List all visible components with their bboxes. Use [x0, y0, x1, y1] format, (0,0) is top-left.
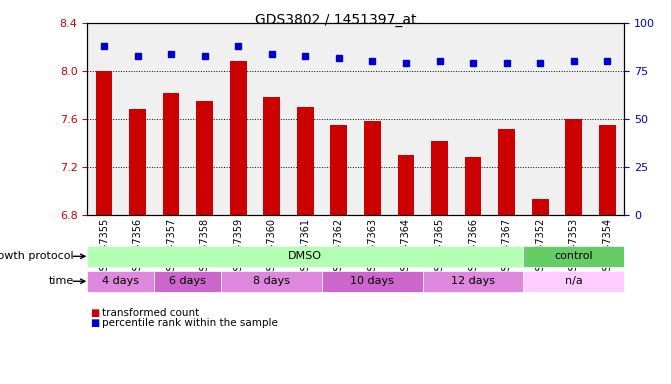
Bar	[464, 157, 482, 215]
Text: 6 days: 6 days	[170, 276, 206, 286]
Text: GDS3802 / 1451397_at: GDS3802 / 1451397_at	[255, 13, 416, 27]
Bar	[130, 109, 146, 215]
Text: growth protocol: growth protocol	[0, 251, 74, 262]
Text: percentile rank within the sample: percentile rank within the sample	[102, 318, 278, 328]
Text: 12 days: 12 days	[451, 276, 495, 286]
Text: DMSO: DMSO	[289, 251, 322, 262]
Bar	[532, 199, 549, 215]
Bar	[297, 107, 313, 215]
Text: ■: ■	[91, 318, 100, 328]
Text: ■: ■	[91, 308, 100, 318]
Bar	[498, 129, 515, 215]
Bar	[599, 125, 616, 215]
Text: 4 days: 4 days	[102, 276, 140, 286]
Text: n/a: n/a	[565, 276, 582, 286]
Bar	[197, 101, 213, 215]
Text: control: control	[554, 251, 593, 262]
Text: time: time	[48, 276, 74, 286]
Bar	[364, 121, 381, 215]
Bar	[163, 93, 180, 215]
Bar	[431, 141, 448, 215]
Bar	[263, 98, 280, 215]
Bar	[331, 125, 348, 215]
Bar	[96, 71, 113, 215]
Text: 10 days: 10 days	[350, 276, 395, 286]
Bar	[566, 119, 582, 215]
Bar	[397, 155, 415, 215]
Text: transformed count: transformed count	[102, 308, 199, 318]
Bar	[229, 61, 247, 215]
Text: 8 days: 8 days	[253, 276, 291, 286]
